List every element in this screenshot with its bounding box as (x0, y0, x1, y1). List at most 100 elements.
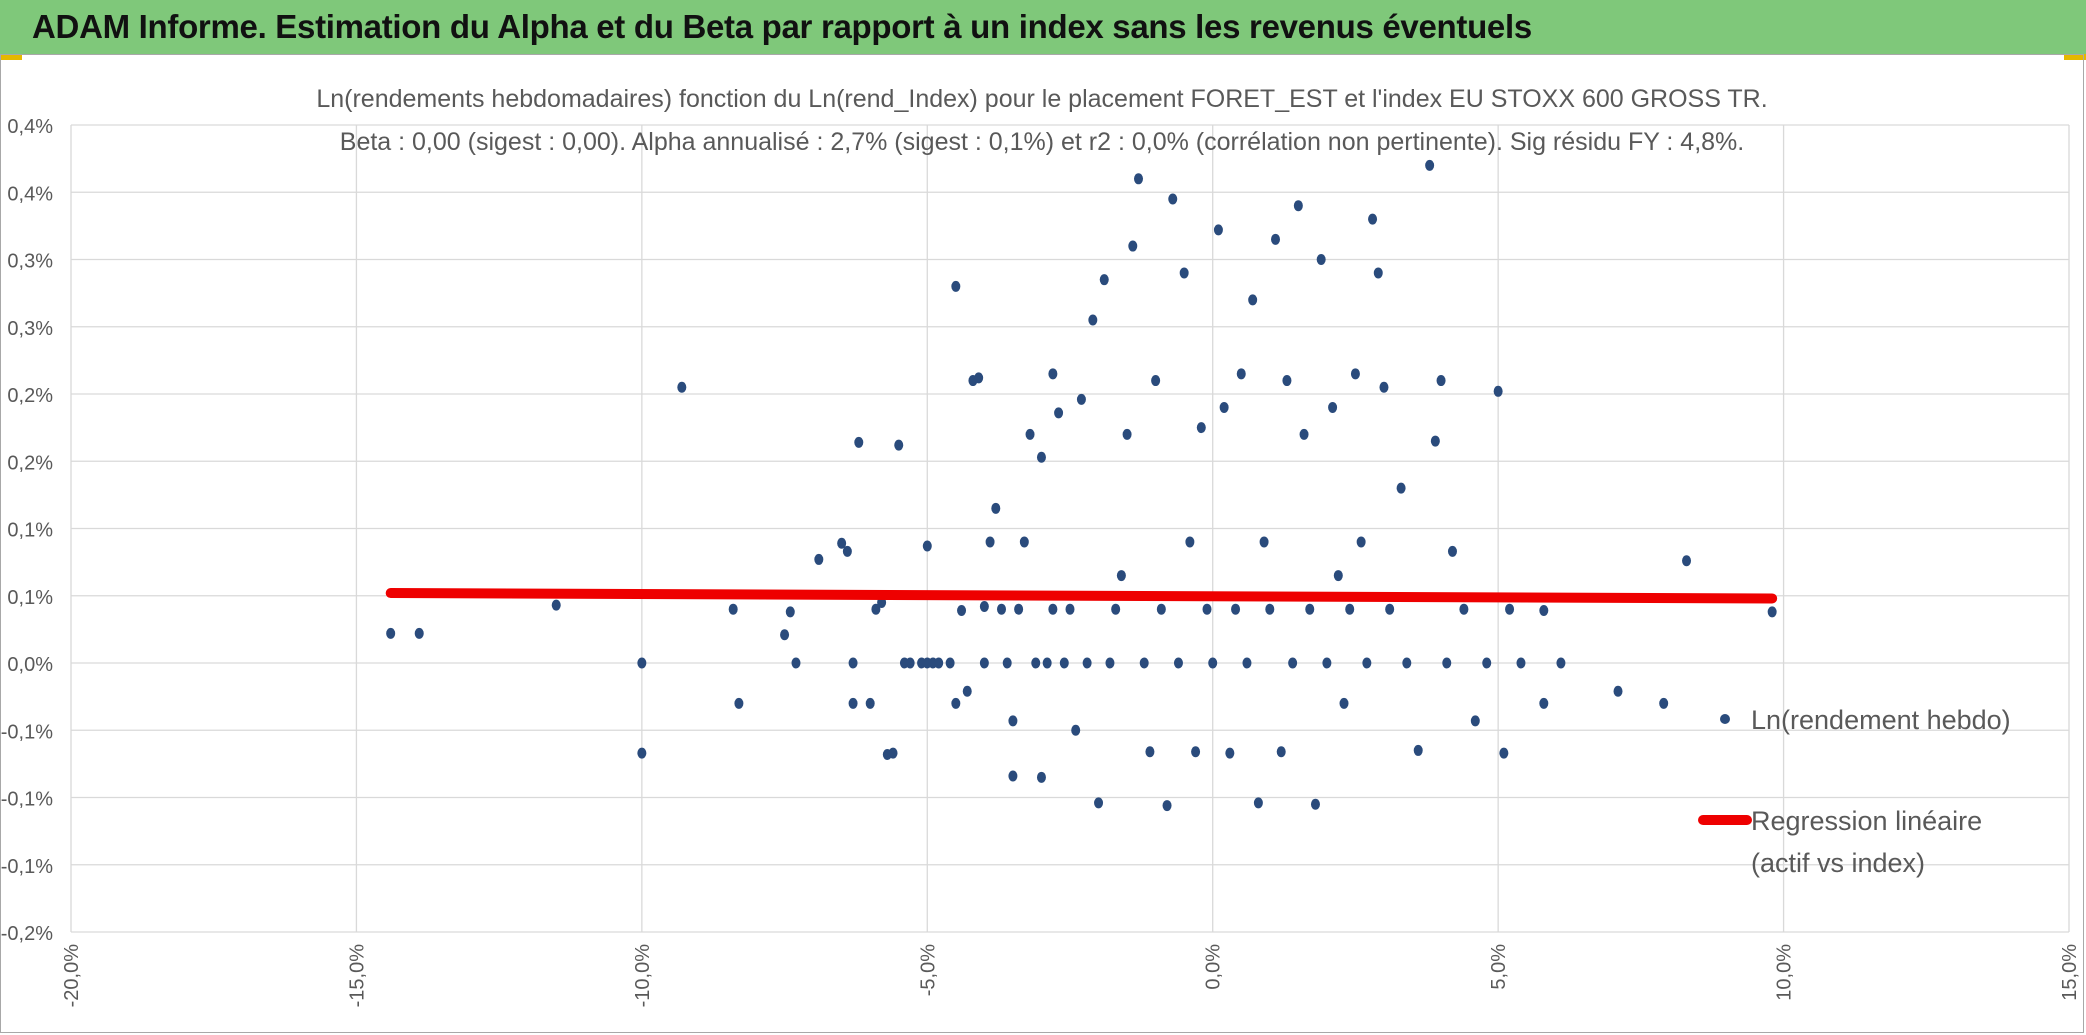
scatter-point (1076, 393, 1086, 405)
scatter-point (1134, 173, 1144, 185)
scatter-point (1014, 603, 1024, 615)
scatter-point (962, 685, 972, 697)
scatter-point (842, 545, 852, 557)
scatter-point (1333, 570, 1343, 582)
corner-marker-right (2064, 54, 2086, 60)
scatter-point (1213, 224, 1223, 236)
scatter-point (1276, 746, 1286, 758)
scatter-point (922, 540, 932, 552)
scatter-point (1036, 451, 1046, 463)
scatter-point (1253, 797, 1263, 809)
scatter-point (1556, 657, 1566, 669)
x-tick-label: -10,0% (632, 944, 654, 1008)
scatter-point (905, 657, 915, 669)
scatter-point (1122, 428, 1132, 440)
scatter-point (1271, 233, 1281, 245)
scatter-point (1139, 657, 1149, 669)
scatter-point (728, 603, 738, 615)
scatter-point (1436, 375, 1446, 387)
chart-subtitle: Beta : 0,00 (sigest : 0,00). Alpha annua… (340, 128, 1744, 156)
scatter-point (734, 697, 744, 709)
y-axis-tick-labels: -0,2% -0,1% -0,1% -0,1% 0,0% 0,1% 0,1% 0,2% 0,2%… (1, 116, 53, 945)
scatter-point (1168, 193, 1178, 205)
scatter-point (1493, 385, 1503, 397)
scatter-point (991, 502, 1001, 514)
scatter-point (1031, 657, 1041, 669)
scatter-point (1482, 657, 1492, 669)
page-title: ADAM Informe. Estimation du Alpha et du … (32, 8, 1532, 45)
scatter-point (888, 747, 898, 759)
scatter-point (1191, 746, 1201, 758)
x-tick-label: 5,0% (1488, 944, 1510, 990)
scatter-point (1231, 603, 1241, 615)
chart-title: Ln(rendements hebdomadaires) fonction du… (316, 85, 1767, 113)
scatter-point (1088, 314, 1098, 326)
scatter-point (1373, 267, 1383, 279)
scatter-point (934, 657, 944, 669)
scatter-point (1430, 435, 1440, 447)
scatter-point (848, 697, 858, 709)
y-tick-label: -0,1% (1, 789, 53, 811)
scatter-point (1310, 798, 1320, 810)
scatter-point (1339, 697, 1349, 709)
scatter-point (1162, 800, 1172, 812)
scatter-point (957, 605, 967, 617)
scatter-point (1002, 657, 1012, 669)
y-tick-label: -0,2% (1, 923, 53, 945)
scatter-point (1293, 200, 1303, 212)
y-tick-label: 0,3% (7, 318, 53, 340)
x-tick-label: 10,0% (1774, 944, 1796, 1001)
scatter-point (1025, 428, 1035, 440)
scatter-point (1379, 381, 1389, 393)
scatter-point (1305, 603, 1315, 615)
scatter-point (780, 629, 790, 641)
scatter-point (1248, 294, 1258, 306)
scatter-point (1613, 685, 1623, 697)
scatter-point (1368, 213, 1378, 225)
scatter-point (1265, 603, 1275, 615)
y-tick-label: 0,2% (7, 452, 53, 474)
scatter-point (837, 537, 847, 549)
x-tick-label: -15,0% (346, 944, 368, 1008)
legend: Ln(rendement hebdo) Regression linéaire (… (1698, 705, 2011, 878)
scatter-point (1054, 407, 1064, 419)
scatter-point (1259, 536, 1269, 548)
scatter-point (1402, 657, 1412, 669)
scatter-point (1767, 606, 1777, 618)
y-tick-label: -0,1% (1, 721, 53, 743)
scatter-point (1350, 368, 1360, 380)
scatter-point (1328, 401, 1338, 413)
scatter-point (974, 372, 984, 384)
scatter-point (1059, 657, 1069, 669)
scatter-point (1499, 747, 1509, 759)
legend-label-line: Regression linéaire (1751, 806, 1982, 836)
legend-label-line: (actif vs index) (1751, 848, 1925, 878)
scatter-point (1659, 697, 1669, 709)
scatter-point (386, 627, 396, 639)
scatter-point (1008, 770, 1018, 782)
y-tick-label: 0,1% (7, 587, 53, 609)
scatter-point (1202, 603, 1212, 615)
scatter-point (1151, 375, 1161, 387)
scatter-point (1128, 240, 1138, 252)
x-tick-label: -20,0% (61, 944, 83, 1008)
scatter-point (677, 381, 687, 393)
legend-marker-points (1720, 714, 1730, 724)
y-tick-label: 0,1% (7, 520, 53, 542)
legend-label-points: Ln(rendement hebdo) (1751, 705, 2011, 735)
scatter-point (854, 436, 864, 448)
scatter-point (1196, 422, 1206, 434)
scatter-point (1345, 603, 1355, 615)
y-tick-label: 0,3% (7, 251, 53, 273)
x-tick-label: -5,0% (917, 944, 939, 996)
scatter-point (791, 657, 801, 669)
scatter-point (637, 747, 647, 759)
y-tick-label: 0,4% (7, 116, 53, 138)
scatter-point (1173, 657, 1183, 669)
scatter-point (1099, 274, 1109, 286)
scatter-point (1105, 657, 1115, 669)
y-tick-label: 0,0% (7, 654, 53, 676)
scatter-point (1322, 657, 1332, 669)
regression-line (385, 588, 1778, 604)
scatter-point (1071, 724, 1081, 736)
